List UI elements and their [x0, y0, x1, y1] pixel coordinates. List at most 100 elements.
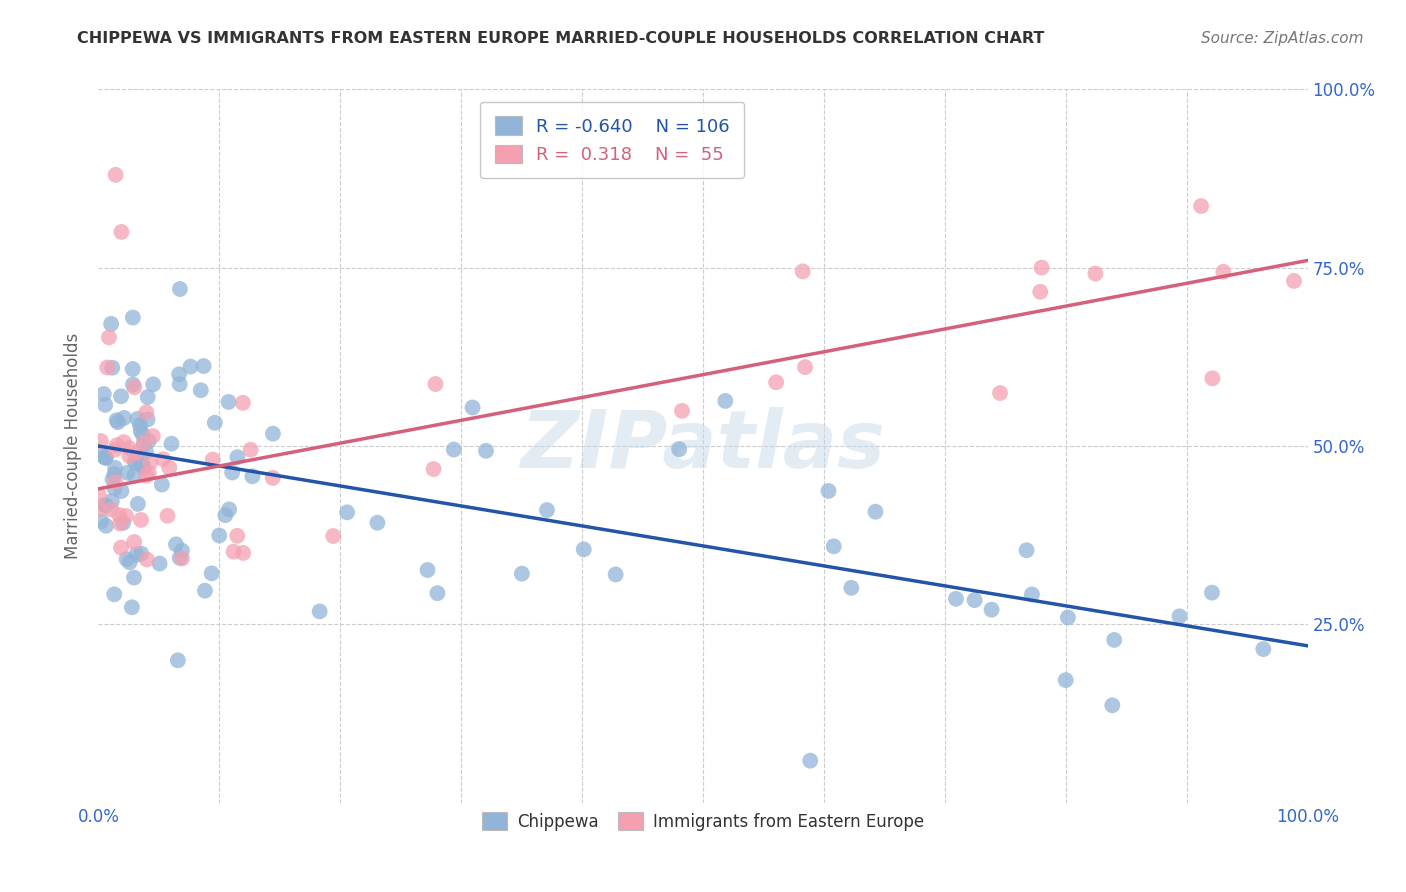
- Point: [107, 415, 129, 429]
- Point: [93, 387, 115, 401]
- Point: [89, 501, 111, 516]
- Point: [125, 548, 148, 562]
- Point: [124, 468, 146, 483]
- Point: [262, 426, 284, 441]
- Point: [1201, 371, 1223, 385]
- Point: [98, 330, 121, 344]
- Point: [142, 429, 165, 443]
- Point: [118, 449, 141, 463]
- Point: [671, 404, 693, 418]
- Point: [475, 443, 498, 458]
- Point: [422, 462, 444, 476]
- Point: [865, 505, 887, 519]
- Point: [765, 376, 787, 390]
- Point: [218, 502, 240, 516]
- Point: [817, 483, 839, 498]
- Y-axis label: Married-couple Households: Married-couple Households: [65, 333, 83, 559]
- Point: [443, 442, 465, 457]
- Point: [101, 494, 124, 508]
- Point: [121, 362, 143, 376]
- Point: [150, 477, 173, 491]
- Point: [426, 586, 449, 600]
- Point: [179, 359, 201, 374]
- Point: [262, 471, 284, 485]
- Point: [988, 386, 1011, 401]
- Point: [1031, 260, 1053, 275]
- Point: [193, 359, 215, 373]
- Text: CHIPPEWA VS IMMIGRANTS FROM EASTERN EUROPE MARRIED-COUPLE HOUSEHOLDS CORRELATION: CHIPPEWA VS IMMIGRANTS FROM EASTERN EURO…: [77, 31, 1045, 46]
- Point: [112, 435, 135, 450]
- Legend: Chippewa, Immigrants from Eastern Europe: Chippewa, Immigrants from Eastern Europe: [475, 805, 931, 838]
- Point: [110, 225, 132, 239]
- Point: [322, 529, 344, 543]
- Point: [605, 567, 627, 582]
- Point: [157, 460, 180, 475]
- Point: [169, 377, 191, 392]
- Point: [1101, 698, 1123, 713]
- Point: [204, 416, 226, 430]
- Point: [100, 317, 122, 331]
- Text: Source: ZipAtlas.com: Source: ZipAtlas.com: [1201, 31, 1364, 46]
- Point: [124, 380, 146, 394]
- Point: [668, 442, 690, 457]
- Point: [122, 377, 145, 392]
- Point: [226, 450, 249, 465]
- Point: [87, 489, 110, 503]
- Point: [425, 376, 447, 391]
- Point: [103, 481, 125, 495]
- Point: [792, 264, 814, 278]
- Point: [1054, 673, 1077, 687]
- Point: [104, 461, 127, 475]
- Point: [132, 437, 155, 451]
- Point: [1015, 543, 1038, 558]
- Point: [138, 434, 160, 448]
- Point: [132, 428, 155, 442]
- Point: [90, 434, 112, 449]
- Point: [222, 544, 245, 558]
- Point: [149, 557, 172, 571]
- Point: [336, 505, 359, 519]
- Point: [194, 583, 217, 598]
- Point: [135, 444, 157, 458]
- Point: [714, 393, 737, 408]
- Point: [118, 555, 141, 569]
- Point: [96, 499, 118, 513]
- Point: [170, 551, 193, 566]
- Point: [127, 412, 149, 426]
- Point: [945, 591, 967, 606]
- Text: ZIPatlas: ZIPatlas: [520, 407, 886, 485]
- Point: [121, 310, 143, 325]
- Point: [115, 509, 138, 524]
- Point: [104, 168, 127, 182]
- Point: [226, 529, 249, 543]
- Point: [117, 466, 139, 480]
- Point: [135, 552, 157, 566]
- Point: [536, 503, 558, 517]
- Point: [110, 541, 132, 555]
- Point: [232, 396, 254, 410]
- Point: [1189, 199, 1212, 213]
- Point: [129, 547, 152, 561]
- Point: [101, 360, 124, 375]
- Point: [94, 398, 117, 412]
- Point: [201, 452, 224, 467]
- Point: [110, 483, 132, 498]
- Point: [823, 539, 845, 553]
- Point: [239, 442, 262, 457]
- Point: [131, 458, 153, 472]
- Point: [128, 418, 150, 433]
- Point: [208, 528, 231, 542]
- Point: [112, 516, 135, 530]
- Point: [132, 460, 155, 475]
- Point: [1084, 267, 1107, 281]
- Point: [125, 456, 148, 470]
- Point: [1253, 642, 1275, 657]
- Point: [1168, 609, 1191, 624]
- Point: [135, 468, 157, 483]
- Point: [129, 513, 152, 527]
- Point: [461, 401, 484, 415]
- Point: [169, 282, 191, 296]
- Point: [136, 412, 159, 426]
- Point: [201, 566, 224, 581]
- Point: [127, 497, 149, 511]
